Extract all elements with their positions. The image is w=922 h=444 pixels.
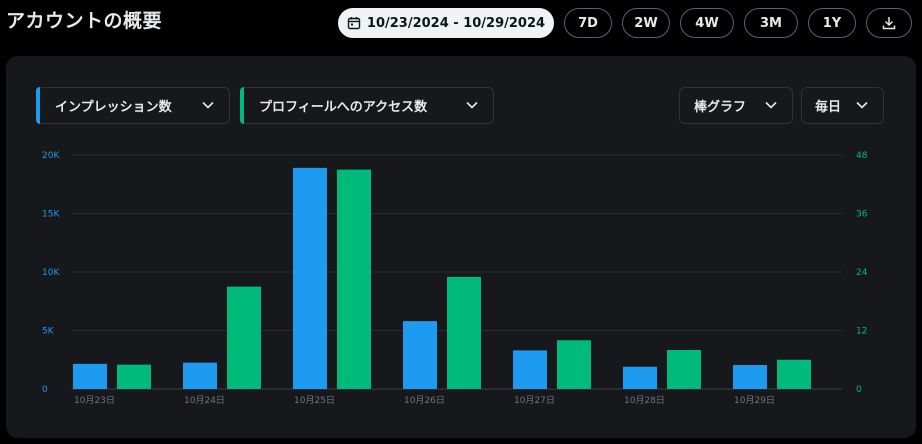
metric2-label: プロフィールへのアクセス数 [259,100,428,115]
interval-dropdown[interactable]: 毎日 [801,87,884,124]
profile-visits-bar [117,364,151,389]
impressions-bar [183,362,217,389]
x-tick-label: 10月27日 [514,395,555,406]
period-1y-button[interactable]: 1Y [808,8,856,38]
profile-visits-bar [667,350,701,389]
period-3m-button[interactable]: 3M [744,8,798,38]
impressions-bar [733,365,767,389]
x-tick-label: 10月25日 [294,395,335,406]
interval-label: 毎日 [815,100,842,115]
chart-panel: インプレッション数 プロフィールへのアクセス数 棒グラフ 毎日 0 0 5K 12 10… [6,56,916,438]
x-tick-label: 10月26日 [404,395,445,406]
metric1-dropdown[interactable]: インプレッション数 [36,87,230,124]
x-tick-label: 10月24日 [184,395,225,406]
y-left-tick-label: 5K [42,327,55,337]
profile-visits-bar [777,359,811,389]
period-7d-button[interactable]: 7D [564,8,612,38]
chart-type-label: 棒グラフ [694,100,747,115]
chevron-down-icon [856,101,868,109]
y-right-tick-label: 48 [856,151,868,161]
impressions-bar [623,366,657,389]
page-title: アカウントの概要 [6,10,163,32]
metric1-color-bar [36,87,40,124]
x-tick-label: 10月29日 [734,395,775,406]
period-4w-button[interactable]: 4W [680,8,734,38]
y-right-tick-label: 12 [856,327,867,337]
y-left-tick-label: 15K [42,210,60,220]
profile-visits-bar [557,340,591,389]
x-tick-label: 10月23日 [74,395,115,406]
profile-visits-bar [447,276,481,389]
period-toolbar: 10/23/2024 - 10/29/2024 7D 2W 4W 3M 1Y [338,8,912,38]
x-tick-label: 10月28日 [624,395,665,406]
calendar-icon [347,17,361,30]
y-right-tick-label: 24 [856,268,868,278]
chevron-down-icon [466,101,478,109]
impressions-bar [403,321,437,389]
y-left-tick-label: 20K [42,151,60,161]
impressions-bar [293,167,327,389]
bar-chart: 0 0 5K 12 10K 24 15K 36 20K 48 10月23日 10月24日 10月25日 1… [42,151,868,406]
chart-type-dropdown[interactable]: 棒グラフ [679,87,793,124]
download-button[interactable] [866,8,912,38]
period-2w-button[interactable]: 2W [622,8,670,38]
y-left-tick-label: 0 [42,385,48,395]
metric2-dropdown[interactable]: プロフィールへのアクセス数 [240,87,494,124]
metric2-color-bar [240,87,244,124]
chevron-down-icon [202,101,214,109]
profile-visits-bar [337,169,371,389]
date-range-label: 10/23/2024 - 10/29/2024 [366,15,546,31]
impressions-bar [73,363,107,389]
metric1-label: インプレッション数 [55,100,172,115]
y-left-tick-label: 10K [42,268,60,278]
chevron-down-icon [765,101,777,109]
y-right-tick-label: 0 [856,385,862,395]
date-range-button[interactable]: 10/23/2024 - 10/29/2024 [338,8,554,38]
y-right-tick-label: 36 [856,210,868,220]
download-icon [882,17,896,30]
impressions-bar [513,350,547,389]
profile-visits-bar [227,286,261,389]
